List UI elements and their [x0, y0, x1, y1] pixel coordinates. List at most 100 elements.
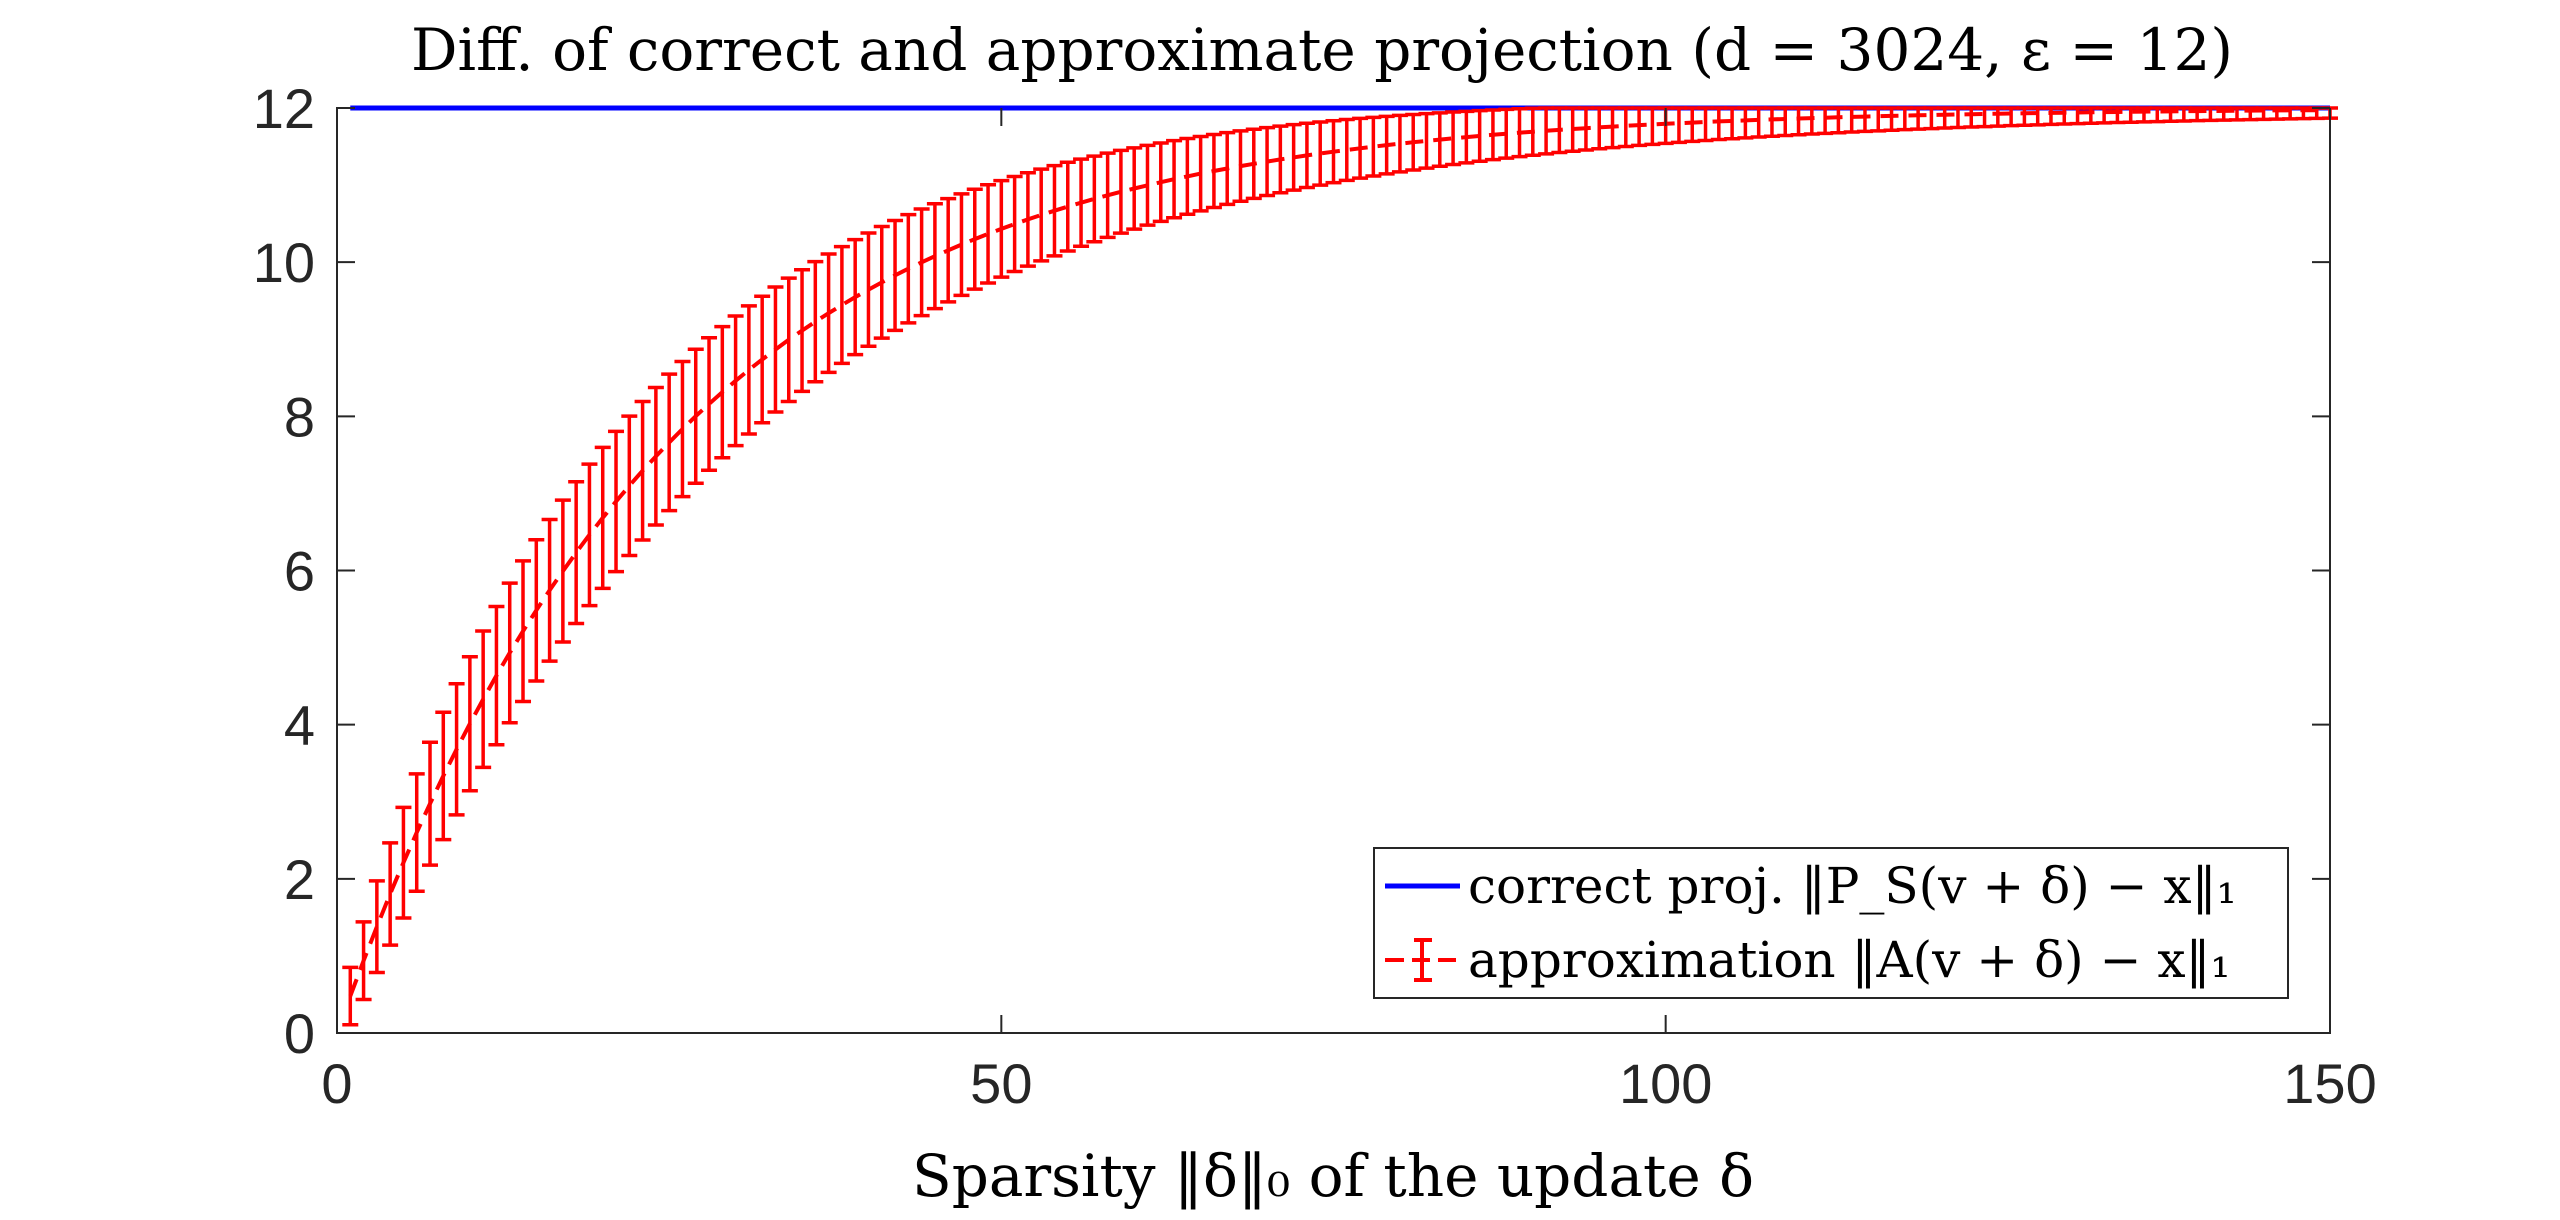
x-tick-label: 50 [970, 1052, 1032, 1115]
error-bar [448, 682, 465, 817]
error-bar [1059, 160, 1076, 253]
error-bar [515, 559, 532, 704]
error-bar [461, 654, 478, 793]
error-bar [581, 462, 598, 608]
error-bar [1205, 132, 1222, 210]
error-bar [820, 252, 837, 375]
error-bar [1737, 106, 1754, 140]
error-bar [966, 187, 983, 291]
error-bar [1724, 106, 1741, 141]
error-bar [847, 237, 864, 357]
error-bar [794, 267, 811, 394]
error-bar [873, 224, 890, 340]
legend-swatch-approx [1385, 938, 1456, 982]
error-bar [1763, 106, 1780, 139]
error-bar [1046, 163, 1063, 258]
error-bar [1192, 134, 1209, 213]
legend-label-correct: correct proj. ‖P_S(v + δ) − x‖₁ [1468, 857, 2237, 915]
error-bar [541, 517, 558, 663]
error-bar [754, 294, 771, 425]
error-bar [1856, 106, 1873, 134]
error-bar [661, 372, 678, 513]
error-bar [647, 385, 664, 527]
error-bar [608, 429, 625, 574]
error-bar [594, 445, 611, 591]
error-bar [701, 335, 718, 472]
y-tick-label: 4 [284, 694, 315, 757]
plot-area: 0 50 100 150 0 2 4 6 8 10 12 [253, 77, 2377, 1115]
error-bar [953, 192, 970, 298]
error-bar [1112, 148, 1129, 235]
error-bar [887, 218, 904, 333]
error-bar [1790, 106, 1807, 137]
error-bar [714, 324, 731, 460]
error-bar [1139, 143, 1156, 227]
legend-label-approx: approximation ‖A(v + δ) − x‖₁ [1468, 931, 2231, 989]
error-bar [1166, 138, 1183, 220]
error-bar [727, 314, 744, 448]
error-bar [993, 178, 1010, 279]
error-bar [940, 196, 957, 304]
error-bar [740, 304, 757, 436]
y-tick-label: 0 [284, 1002, 315, 1065]
error-bar [435, 710, 452, 842]
error-bar [674, 359, 691, 499]
error-bar [1976, 106, 1993, 129]
error-bar [395, 805, 412, 920]
error-bar [767, 285, 784, 414]
error-bar [2029, 106, 2046, 127]
error-bar [1936, 106, 1953, 130]
error-bar [408, 772, 425, 894]
error-bar [1870, 106, 1887, 133]
y-tick-label: 2 [284, 848, 315, 911]
error-bar [807, 259, 824, 384]
error-bar [422, 740, 439, 867]
error-bar [634, 399, 651, 542]
error-bar [1073, 157, 1090, 249]
error-bar [1883, 106, 1900, 132]
error-bar [621, 414, 638, 558]
error-bar [780, 276, 797, 404]
error-bar [554, 498, 571, 644]
error-bar [1710, 106, 1727, 142]
error-bar [528, 537, 545, 683]
x-tick-label: 150 [2283, 1052, 2376, 1115]
error-bar [1989, 106, 2006, 128]
error-bar [980, 183, 997, 285]
error-bar [1803, 106, 1820, 136]
error-bar [926, 201, 943, 311]
error-bar [1750, 106, 1767, 139]
error-bar [1843, 106, 1860, 134]
error-bar [475, 629, 492, 770]
error-bar [1910, 106, 1927, 131]
error-bar [1152, 141, 1169, 224]
error-bar [913, 207, 930, 318]
error-bar [1033, 167, 1050, 263]
error-bar [687, 347, 704, 485]
axis-ticks: 0 50 100 150 0 2 4 6 8 10 12 [253, 77, 2377, 1115]
error-bar [860, 231, 877, 349]
error-bar [568, 479, 585, 626]
error-bar [501, 581, 518, 725]
x-tick-label: 100 [1619, 1052, 1712, 1115]
x-axis-label: Sparsity ‖δ‖₀ of the update δ [912, 1142, 1754, 1210]
error-bar [1923, 106, 1940, 131]
x-tick-label: 0 [321, 1052, 352, 1115]
error-bar [1896, 106, 1913, 132]
y-tick-label: 12 [253, 77, 315, 140]
y-tick-label: 8 [284, 385, 315, 448]
legend-box [1373, 847, 2289, 999]
error-bar [1830, 106, 1847, 135]
error-bar [1963, 106, 1980, 129]
error-bar [342, 965, 359, 1027]
error-bar [1099, 151, 1116, 240]
series-line-approx [348, 108, 2331, 997]
error-bar [1179, 136, 1196, 216]
y-tick-label: 10 [253, 231, 315, 294]
error-bar [1219, 130, 1236, 207]
error-bar [382, 841, 399, 947]
error-bar [1019, 170, 1036, 268]
error-bar [488, 604, 505, 747]
error-bar [1086, 154, 1103, 244]
